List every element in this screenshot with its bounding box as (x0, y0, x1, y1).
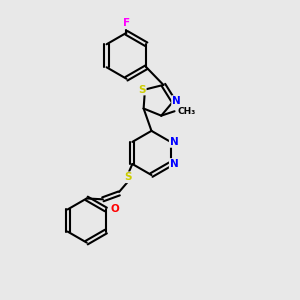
Text: N: N (170, 137, 178, 147)
Text: N: N (170, 159, 178, 169)
Text: S: S (138, 85, 146, 94)
Text: O: O (111, 204, 120, 214)
Text: CH₃: CH₃ (178, 107, 196, 116)
Text: N: N (172, 96, 181, 106)
Text: F: F (123, 18, 130, 28)
Text: S: S (124, 172, 132, 182)
